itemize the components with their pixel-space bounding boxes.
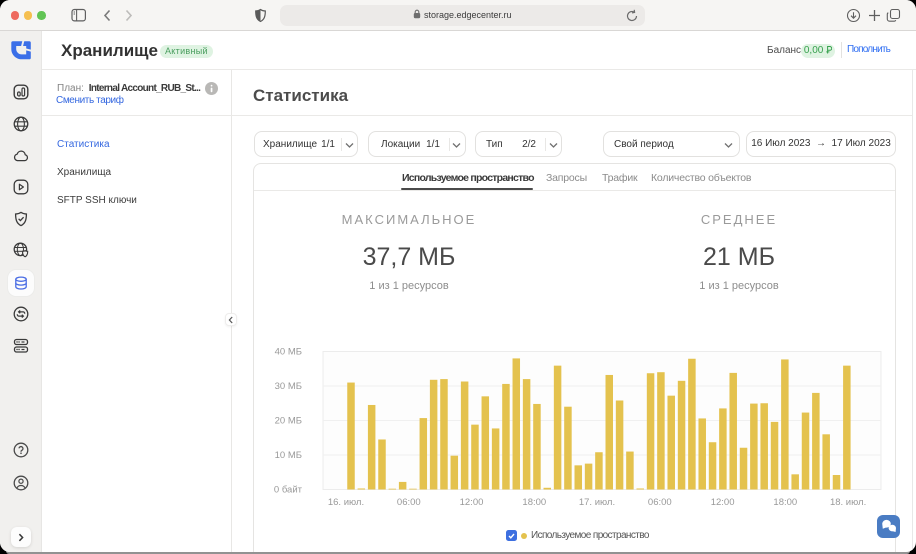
- svg-text:12:00: 12:00: [711, 497, 735, 508]
- svg-text:16. июл.: 16. июл.: [328, 497, 364, 508]
- svg-text:18:00: 18:00: [522, 497, 546, 508]
- svg-text:0 байт: 0 байт: [274, 485, 303, 496]
- svg-text:06:00: 06:00: [648, 497, 672, 508]
- svg-text:17. июл.: 17. июл.: [579, 497, 615, 508]
- svg-text:18. июл.: 18. июл.: [830, 497, 866, 508]
- svg-text:30 МБ: 30 МБ: [275, 381, 302, 392]
- svg-text:18:00: 18:00: [773, 497, 797, 508]
- svg-text:06:00: 06:00: [397, 497, 421, 508]
- svg-text:20 МБ: 20 МБ: [275, 416, 302, 427]
- svg-text:10 МБ: 10 МБ: [275, 450, 302, 461]
- svg-text:40 МБ: 40 МБ: [275, 347, 302, 358]
- svg-text:12:00: 12:00: [460, 497, 484, 508]
